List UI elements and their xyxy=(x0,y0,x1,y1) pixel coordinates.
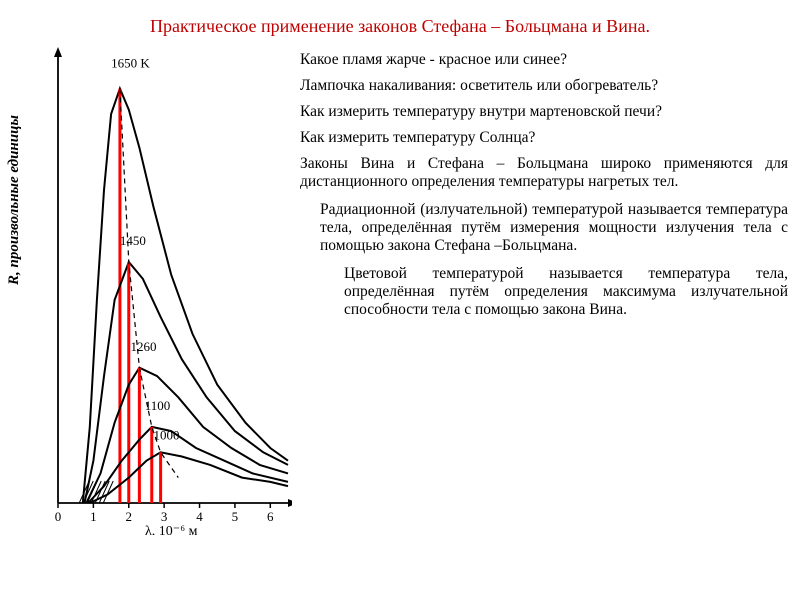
question-3: Как измерить температуру внутри мартенов… xyxy=(300,103,788,121)
svg-text:1450: 1450 xyxy=(120,233,146,248)
question-1: Какое пламя жарче - красное или синее? xyxy=(300,51,788,69)
svg-text:1: 1 xyxy=(90,509,97,524)
svg-text:5: 5 xyxy=(232,509,239,524)
text-column: Какое пламя жарче - красное или синее? Л… xyxy=(292,45,788,545)
content-row: R, произвольные единицы 0 1 2 3 4 5 6 λ, 10⁻⁶ м… xyxy=(0,45,800,545)
svg-text:0: 0 xyxy=(55,509,62,524)
question-2: Лампочка накаливания: осветитель или обо… xyxy=(300,77,788,95)
paragraph-3: Цветовой температурой называется темпера… xyxy=(344,265,788,319)
svg-text:λ, 10⁻⁶ м: λ, 10⁻⁶ м xyxy=(145,524,198,535)
svg-text:1650 K: 1650 K xyxy=(111,55,150,70)
y-axis-label: R, произвольные единицы xyxy=(6,115,23,285)
svg-text:4: 4 xyxy=(196,509,203,524)
svg-text:2: 2 xyxy=(126,509,132,524)
svg-text:1000: 1000 xyxy=(154,428,180,443)
page-title: Практическое применение законов Стефана … xyxy=(0,0,800,45)
svg-text:1260: 1260 xyxy=(131,339,157,354)
svg-text:3: 3 xyxy=(161,509,168,524)
question-4: Как измерить температуру Солнца? xyxy=(300,129,788,147)
svg-text:1100: 1100 xyxy=(145,398,171,413)
paragraph-2: Радиационной (излучательной) температуро… xyxy=(320,201,788,255)
chart-container: R, произвольные единицы 0123456λ, 10⁻⁶ м… xyxy=(12,45,292,545)
blackbody-chart: 0 1 2 3 4 5 6 λ, 10⁻⁶ м 1650 K 1450 1260 1100 1000 xyxy=(34,45,292,535)
paragraph-1: Законы Вина и Стефана – Больцмана широко… xyxy=(300,155,788,191)
svg-text:6: 6 xyxy=(267,509,274,524)
